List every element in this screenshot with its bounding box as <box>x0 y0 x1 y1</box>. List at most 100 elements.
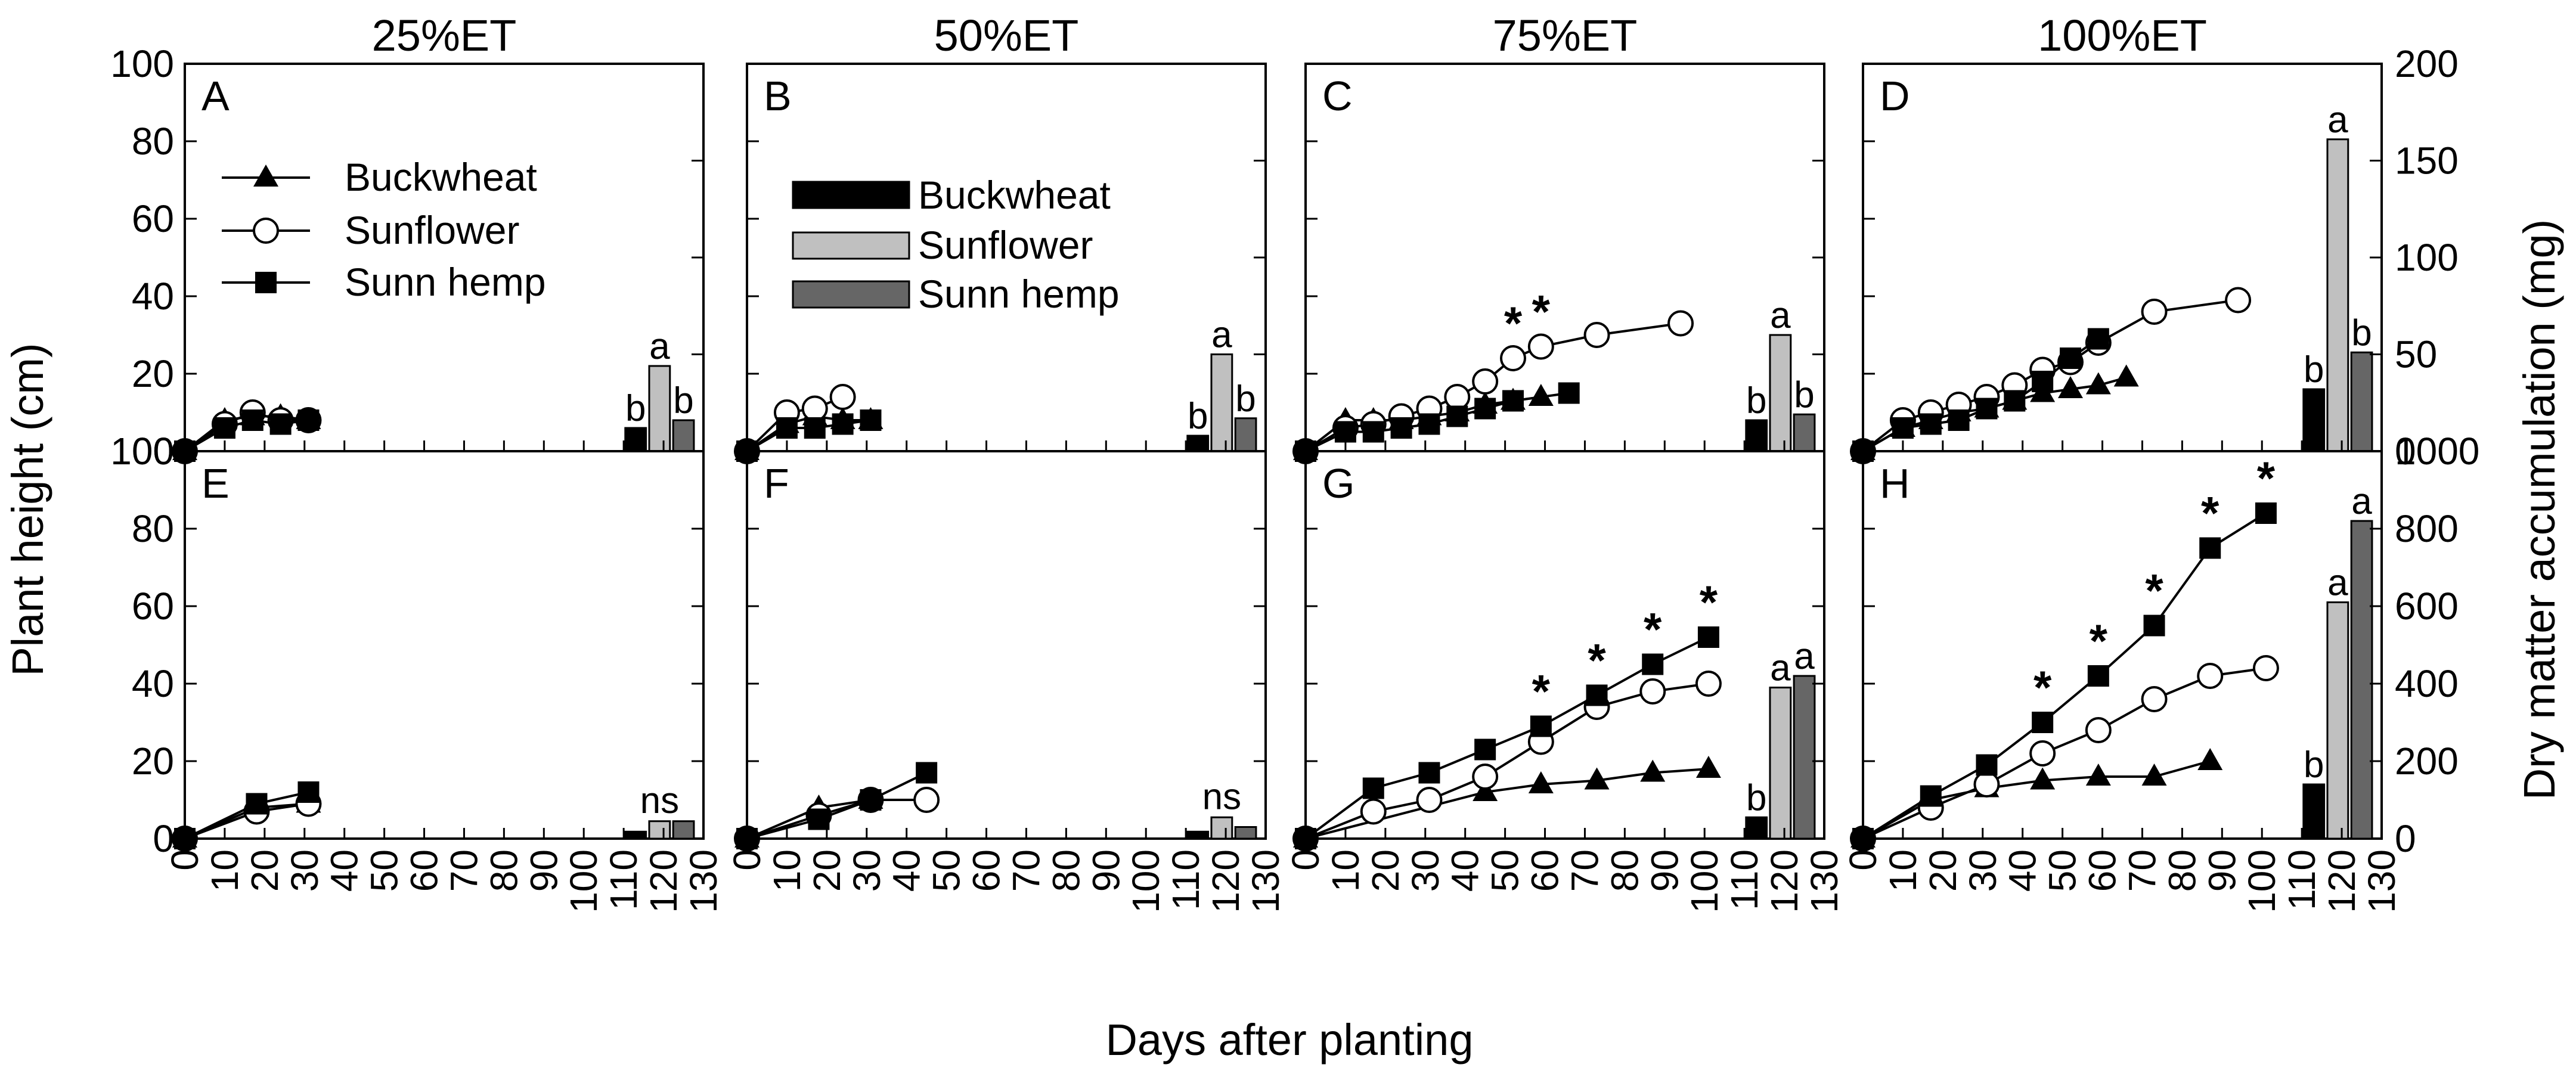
bar-sunn-hemp <box>1793 413 1816 452</box>
point-sunn-hemp <box>1362 421 1384 443</box>
bar-sig-label: b <box>625 388 646 429</box>
x-tick-label: 10 <box>1881 849 1924 892</box>
x-tick-label: 30 <box>283 849 326 892</box>
bar-sunflower <box>2326 601 2349 840</box>
point-sunflower <box>2252 655 2279 681</box>
x-tick-label: 130 <box>682 849 725 913</box>
point-sunn-hemp <box>916 762 938 784</box>
bar-buckwheat <box>2302 388 2326 452</box>
x-tick-label: 20 <box>1364 849 1407 892</box>
x-tick-label: 50 <box>2041 849 2084 892</box>
x-tick-label: 120 <box>1204 849 1247 913</box>
point-sunn-hemp <box>1530 715 1552 737</box>
series-line-sunflower <box>746 396 844 452</box>
panel-d: b a b 0 50 100 150 200 D 100%ET <box>1850 11 2459 473</box>
point-sunflower <box>1527 333 1554 360</box>
y2-tick-label: 1000 <box>2395 430 2479 473</box>
x-tick-label: 0 <box>163 849 206 871</box>
panel-letter: D <box>1880 73 1910 119</box>
point-sunflower <box>2141 686 2168 712</box>
legend-circle-marker <box>253 218 279 244</box>
point-sunn-hemp <box>1418 762 1440 784</box>
panel-letter: H <box>1880 460 1910 507</box>
point-sunn-hemp <box>1920 785 1942 807</box>
legend-bar-swatch-buckwheat <box>792 181 910 209</box>
y2-tick-label: 0 <box>2395 817 2416 860</box>
y-tick-label: 100 <box>110 42 174 85</box>
bar-sunflower <box>1769 687 1792 840</box>
panel-letter: G <box>1322 460 1354 507</box>
panel-title: 100%ET <box>2038 11 2207 60</box>
x-tick-label: 120 <box>2320 849 2363 913</box>
bar-sig-label: a <box>1770 295 1791 336</box>
x-tick-label: 50 <box>925 849 968 892</box>
point-sunn-hemp <box>1920 413 1942 435</box>
point-sunflower <box>2029 740 2056 767</box>
point-sunn-hemp <box>1948 409 1970 431</box>
point-buckwheat <box>2085 764 2111 786</box>
bar-sig-label: a <box>2327 563 2348 604</box>
point-sunn-hemp <box>2087 328 2109 350</box>
legend-bar-sunflower: Sunflower <box>918 223 1093 267</box>
series-line-buckwheat <box>1305 768 1709 840</box>
bar-sunn-hemp <box>1793 675 1816 840</box>
bar-sunflower <box>648 820 671 840</box>
point-buckwheat <box>1640 759 1666 782</box>
x-tick-label: 80 <box>1044 849 1087 892</box>
x-tick-label: 10 <box>203 849 246 892</box>
x-tick-label: 80 <box>2160 849 2203 892</box>
x-tick-label: 100 <box>1683 849 1726 913</box>
x-tick-label: 30 <box>1404 849 1447 892</box>
point-buckwheat <box>1528 384 1554 406</box>
point-buckwheat <box>2085 372 2111 395</box>
point-sunflower <box>1444 384 1471 410</box>
point-sunn-hemp <box>246 793 268 815</box>
x-tick-label: 20 <box>1921 849 1964 892</box>
bar-sig-label: a <box>649 326 670 367</box>
x-tick-label: 120 <box>642 849 685 913</box>
y-tick-label: 100 <box>110 430 174 473</box>
point-sunflower <box>1500 345 1526 371</box>
x-tick-label: 110 <box>602 849 645 910</box>
x-tick-label: 0 <box>1842 849 1884 871</box>
x-tick-label: 60 <box>1524 849 1567 892</box>
x-tick-label: 70 <box>2121 849 2163 892</box>
point-sunn-hemp <box>1390 417 1412 439</box>
point-sunn-hemp <box>2087 665 2109 687</box>
point-sunn-hemp <box>832 413 854 435</box>
legend-bar-swatch-sunflower <box>792 231 910 260</box>
x-tick-label: 90 <box>522 849 565 892</box>
plot-frame <box>746 450 1267 840</box>
y-tick-label: 80 <box>132 120 174 163</box>
x-tick-label: 20 <box>243 849 286 892</box>
legend-line-buckwheat: Buckwheat <box>345 155 537 199</box>
point-sunn-hemp <box>1586 684 1608 706</box>
x-tick-label: 40 <box>2001 849 2044 892</box>
y2-tick-label: 200 <box>2395 740 2459 783</box>
significance-star: * <box>2257 452 2276 504</box>
point-sunn-hemp <box>297 409 320 431</box>
x-tick-label: 130 <box>2360 849 2403 913</box>
y-tick-label: 80 <box>132 507 174 550</box>
point-sunn-hemp <box>2199 537 2221 559</box>
x-tick-label: 90 <box>2200 849 2243 892</box>
bar-buckwheat <box>1745 419 1768 452</box>
point-sunflower <box>913 787 940 813</box>
bar-sunn-hemp <box>672 820 695 840</box>
point-sunn-hemp <box>1502 390 1524 412</box>
x-tick-label: 20 <box>805 849 848 892</box>
significance-star: * <box>1532 665 1551 718</box>
point-buckwheat <box>2030 767 2056 790</box>
point-sunflower <box>829 384 856 410</box>
point-sunflower <box>801 395 828 422</box>
x-tick-label: 70 <box>1005 849 1047 892</box>
x-tick-label: 130 <box>1803 849 1846 913</box>
y-tick-label: 40 <box>132 662 174 705</box>
x-tick-label: 80 <box>1603 849 1646 892</box>
panel-title: 25%ET <box>372 11 517 60</box>
x-tick-label: 90 <box>1643 849 1686 892</box>
bar-sig-label: b <box>673 380 693 421</box>
y-axis-right-title: Dry matter accumulation (mg) <box>2515 219 2564 800</box>
panel-letter: C <box>1322 73 1353 119</box>
y2-tick-label: 800 <box>2395 507 2459 550</box>
